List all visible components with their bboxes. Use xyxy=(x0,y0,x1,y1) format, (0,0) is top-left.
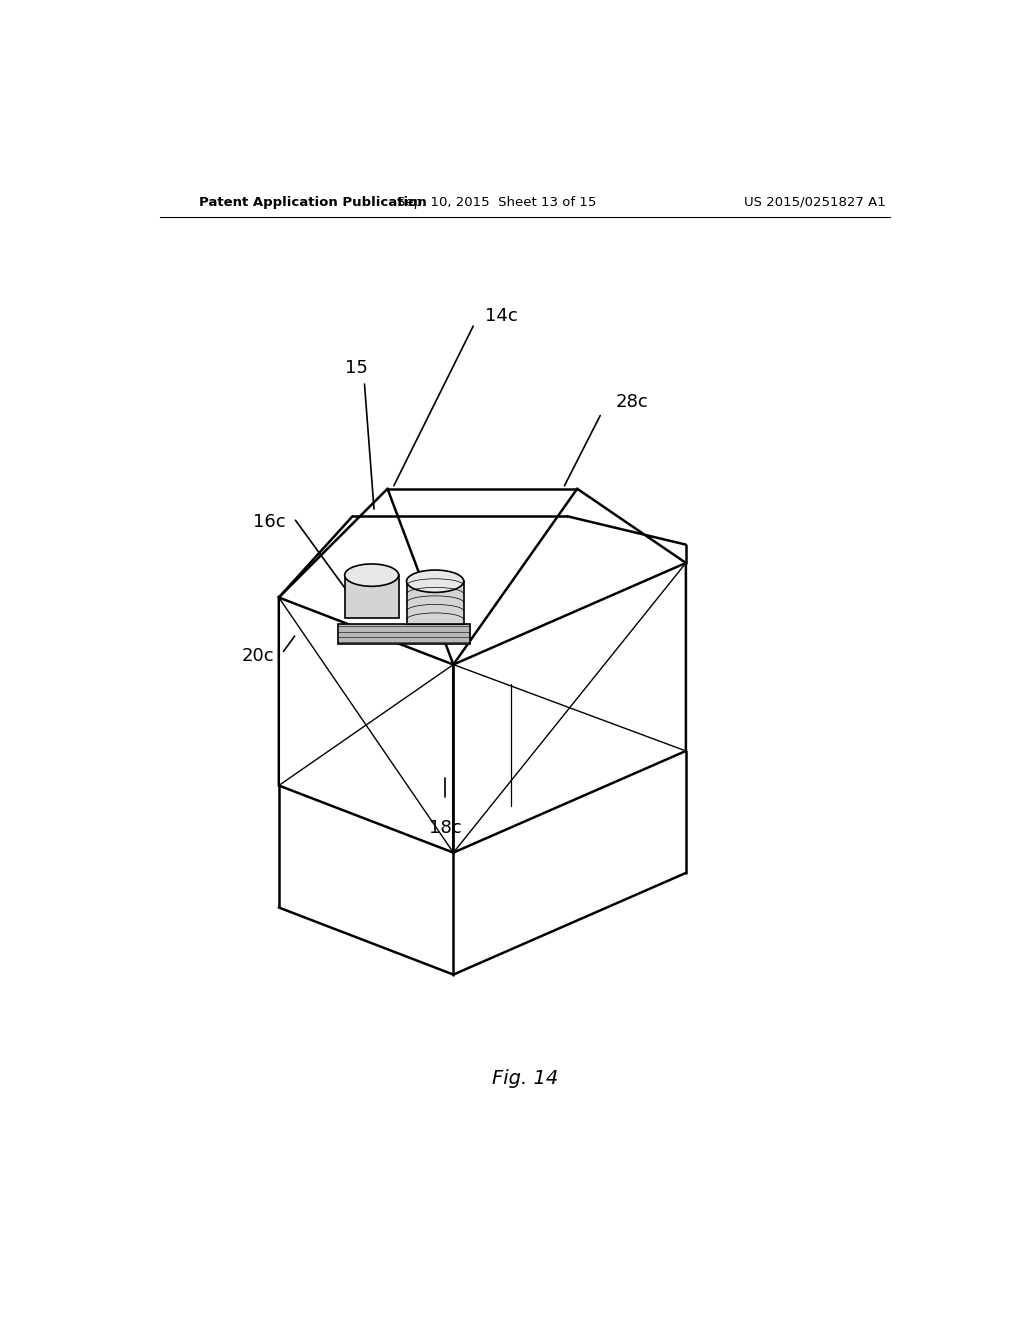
Text: Fig. 14: Fig. 14 xyxy=(492,1069,558,1088)
Text: 28c: 28c xyxy=(616,393,649,412)
Polygon shape xyxy=(407,581,464,624)
Text: Patent Application Publication: Patent Application Publication xyxy=(200,195,427,209)
Polygon shape xyxy=(338,624,470,644)
Text: 16c: 16c xyxy=(253,513,286,531)
Text: Sep. 10, 2015  Sheet 13 of 15: Sep. 10, 2015 Sheet 13 of 15 xyxy=(397,195,597,209)
Text: 14c: 14c xyxy=(485,308,518,325)
Text: US 2015/0251827 A1: US 2015/0251827 A1 xyxy=(743,195,886,209)
Polygon shape xyxy=(345,576,398,618)
Text: 15: 15 xyxy=(345,359,368,376)
Ellipse shape xyxy=(407,570,464,593)
Text: 18c: 18c xyxy=(429,818,462,837)
Text: 20c: 20c xyxy=(242,647,274,665)
Ellipse shape xyxy=(345,564,398,586)
